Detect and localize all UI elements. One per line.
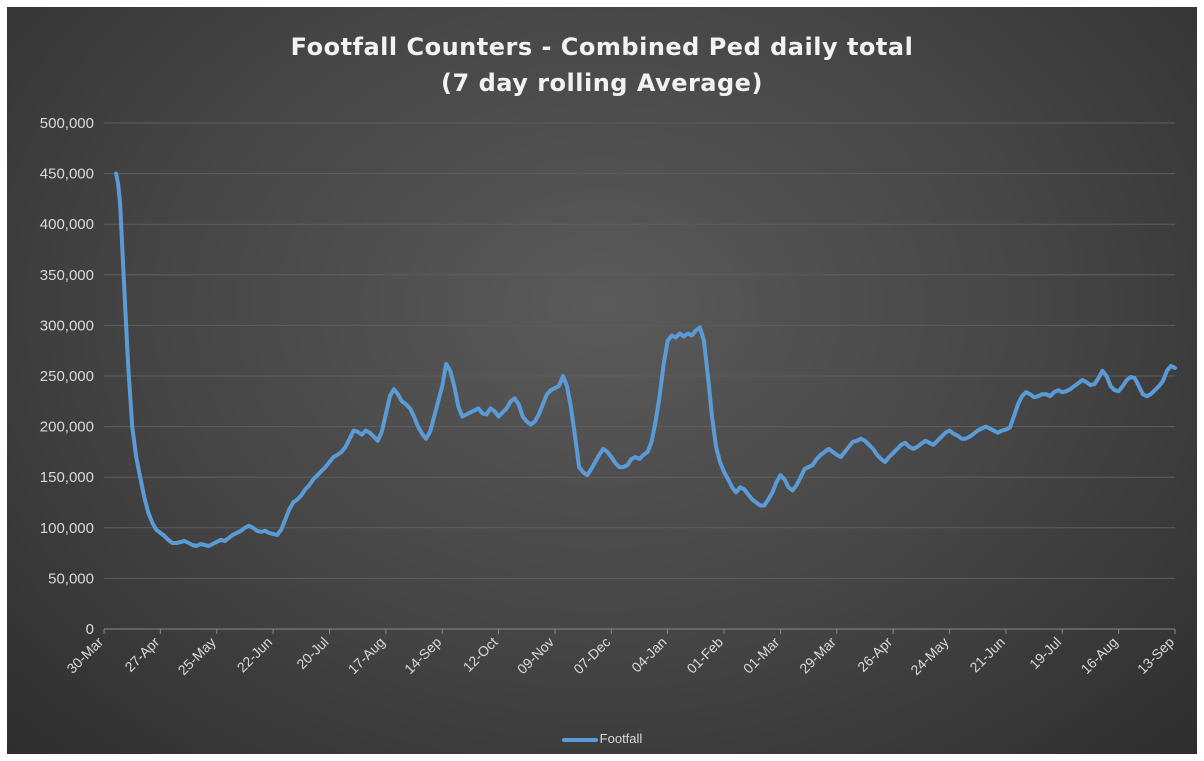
x-tick-label: 16-Aug	[1078, 634, 1121, 677]
x-tick-label: 29-Mar	[796, 634, 839, 677]
y-tick-label: 400,000	[40, 216, 94, 233]
x-tick-label: 12-Oct	[460, 634, 501, 675]
x-tick-label: 17-Aug	[345, 634, 388, 677]
chart-title: Footfall Counters - Combined Ped daily t…	[7, 29, 1197, 101]
x-tick-label: 21-Jun	[966, 634, 1008, 676]
y-tick-label: 0	[86, 621, 94, 638]
chart-title-line-1: Footfall Counters - Combined Ped daily t…	[290, 33, 914, 61]
y-tick-label: 50,000	[48, 570, 94, 587]
y-tick-label: 150,000	[40, 469, 94, 486]
y-tick-label: 250,000	[40, 368, 94, 385]
y-tick-label: 500,000	[40, 115, 94, 132]
y-tick-label: 100,000	[40, 520, 94, 537]
x-tick-label: 22-Jun	[234, 634, 276, 676]
x-tick-label: 13-Sep	[1134, 634, 1177, 677]
x-tick-label: 26-Apr	[854, 634, 895, 675]
x-tick-label: 20-Jul	[293, 634, 331, 672]
y-tick-label: 300,000	[40, 317, 94, 334]
y-tick-label: 350,000	[40, 267, 94, 284]
x-tick-label: 25-May	[175, 634, 219, 678]
y-tick-label: 450,000	[40, 166, 94, 183]
legend-swatch	[561, 737, 598, 742]
x-tick-label: 27-Apr	[121, 634, 162, 675]
plot-svg: 0 50,000 100,000 150,000 200,000 250,000 300,0…	[40, 115, 1177, 678]
series-line-footfall	[114, 171, 1177, 548]
x-tick-label: 24-May	[907, 634, 951, 678]
x-tick-label: 19-Jul	[1026, 634, 1064, 672]
x-tick-label: 07-Dec	[570, 634, 613, 677]
y-tick-label: 200,000	[40, 419, 94, 436]
x-tick-label: 14-Sep	[401, 634, 444, 677]
x-tick-label: 01-Feb	[683, 634, 726, 677]
x-tick-label: 01-Mar	[740, 634, 783, 677]
chart-title-line-2: (7 day rolling Average)	[441, 69, 763, 97]
legend: Footfall	[7, 731, 1197, 746]
x-tick-label: 04-Jan	[628, 634, 670, 676]
chart-area: Footfall Counters - Combined Ped daily t…	[7, 7, 1197, 754]
x-tick-label: 30-Mar	[63, 634, 106, 677]
legend-label: Footfall	[599, 731, 643, 746]
x-tick-label: 09-Nov	[514, 634, 557, 677]
